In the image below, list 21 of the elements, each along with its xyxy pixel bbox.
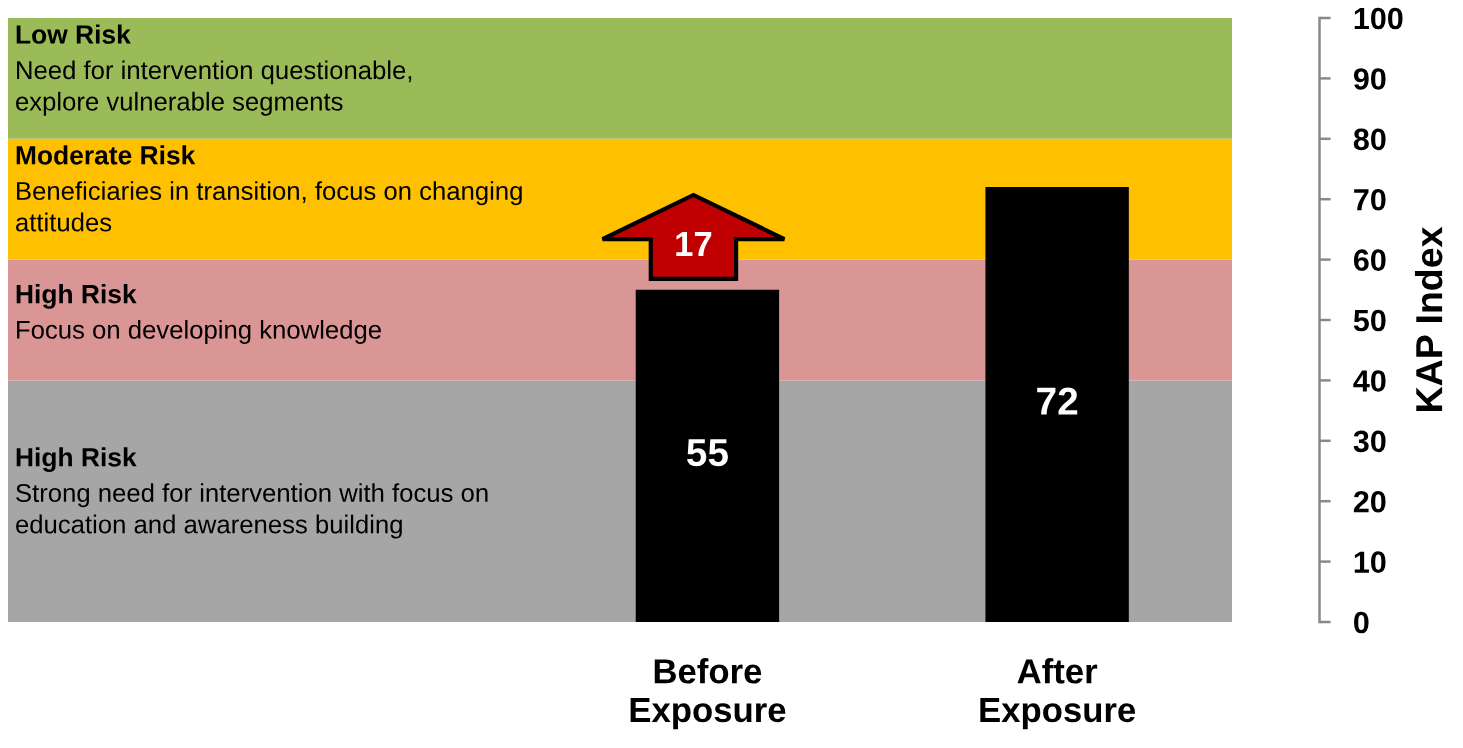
y-tick-label: 40 xyxy=(1353,370,1386,392)
band-label: High Risk Strong need for intervention with focus on education and awareness building xyxy=(16,447,488,539)
x-tick-label: Before Exposure xyxy=(630,658,786,730)
band-label: Low Risk Need for intervention questionable, explore vulnerable segments xyxy=(16,24,412,116)
x-tick-label: After Exposure xyxy=(980,658,1136,730)
data-label: 72 xyxy=(1037,387,1078,415)
data-label: 55 xyxy=(687,439,728,467)
y-tick-label: 70 xyxy=(1354,188,1386,211)
y-tick-label: 0 xyxy=(1354,611,1369,634)
y-tick-label: 80 xyxy=(1353,128,1386,151)
y-tick-label: 60 xyxy=(1353,249,1386,271)
band-label: Moderate Risk Beneficiaries in transition, focus on changing attitudes xyxy=(16,145,522,232)
y-tick-label: 30 xyxy=(1353,430,1386,453)
annotation: 17 xyxy=(676,232,712,256)
y-tick-label: 90 xyxy=(1353,68,1386,90)
y-tick-label: 10 xyxy=(1354,551,1386,573)
y-tick-label: 20 xyxy=(1353,490,1386,513)
y-tick-label: 100 xyxy=(1354,7,1403,30)
y-axis-title: KAP Index xyxy=(1414,226,1443,411)
band-label: High Risk Focus on developing knowledge xyxy=(16,284,381,344)
y-tick-label: 50 xyxy=(1353,309,1386,332)
